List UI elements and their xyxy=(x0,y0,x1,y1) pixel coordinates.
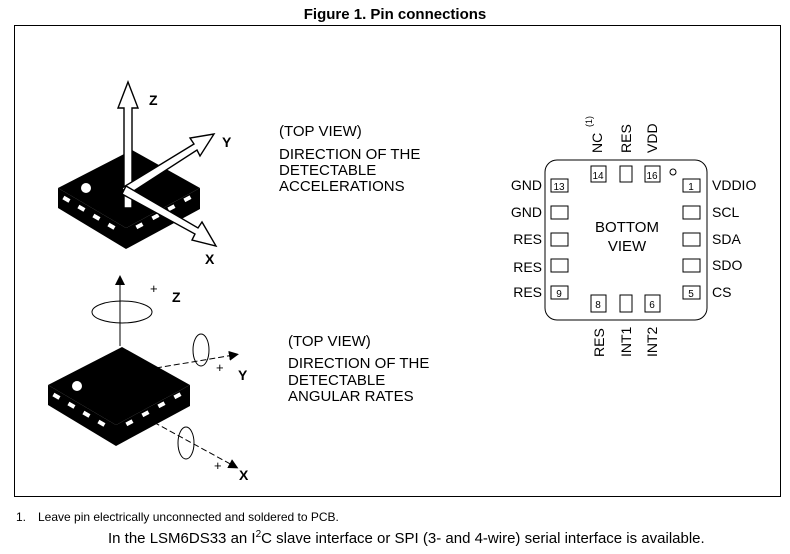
figure-title: Figure 1. Pin connections xyxy=(303,6,487,23)
gyro-y-plus: + xyxy=(216,360,224,375)
pin-label-res-bottom: RES xyxy=(591,328,607,357)
gyro-x-label: X xyxy=(239,467,249,483)
interface-note-end: C slave interface or SPI (3- and 4-wire)… xyxy=(261,530,705,547)
footnote-text: Leave pin electrically unconnected and s… xyxy=(38,510,339,524)
package-center-line2: VIEW xyxy=(608,238,647,255)
pad-9-number: 9 xyxy=(556,289,562,300)
pad-6-number: 6 xyxy=(649,300,655,311)
footnote-number: 1. xyxy=(16,510,27,524)
gyro-z-plus: + xyxy=(150,281,158,296)
pad-8-number: 8 xyxy=(595,300,601,311)
pad-1-number: 1 xyxy=(688,182,694,193)
pin-label-int2: INT2 xyxy=(644,326,660,357)
pin-label-res-9: RES xyxy=(513,284,542,300)
gyro-x-rotation-icon xyxy=(177,426,195,460)
footnote: 1. Leave pin electrically unconnected and… xyxy=(16,510,339,524)
pin1-dot-icon xyxy=(81,183,91,193)
gyro-desc-line3: ANGULAR RATES xyxy=(288,388,414,405)
pin-label-nc-footnote: (1) xyxy=(584,116,594,127)
accel-desc-line2: DETECTABLE xyxy=(279,162,376,179)
gyro-y-rotation-icon xyxy=(192,333,210,367)
pin-label-res-11: RES xyxy=(513,231,542,247)
pin-label-gnd-13: GND xyxy=(511,177,542,193)
accel-y-label: Y xyxy=(222,134,232,150)
pad-1 xyxy=(682,178,701,193)
interface-note: In the LSM6DS33 an I2C slave interface o… xyxy=(108,529,705,548)
pad-6 xyxy=(644,294,661,313)
accel-view-label: (TOP VIEW) xyxy=(279,123,362,140)
accel-desc-line3: ACCELERATIONS xyxy=(279,178,405,195)
pin-label-nc: NC xyxy=(589,133,605,153)
gyro-y-label: Y xyxy=(238,367,248,383)
pad-15 xyxy=(619,165,633,183)
pin-label-vddio: VDDIO xyxy=(712,177,756,193)
pad-11 xyxy=(550,232,569,247)
gyro-view-label: (TOP VIEW) xyxy=(288,333,371,350)
accel-desc-line1: DIRECTION OF THE xyxy=(279,146,420,163)
pin-label-scl: SCL xyxy=(712,204,739,220)
gyro-chip xyxy=(48,347,190,446)
gyro-z-label: Z xyxy=(172,289,181,305)
pad-5-number: 5 xyxy=(688,289,694,300)
pad-16 xyxy=(644,165,661,183)
pad-3 xyxy=(682,232,701,247)
pad-9 xyxy=(550,285,569,300)
package-outline xyxy=(544,159,708,321)
gyro-x-axis-icon xyxy=(145,417,239,469)
gyro-x-plus: + xyxy=(214,458,222,473)
pad-16-number: 16 xyxy=(646,171,658,182)
pad-7 xyxy=(619,294,633,313)
pin-label-sda: SDA xyxy=(712,231,741,247)
pin-label-cs: CS xyxy=(712,284,731,300)
pad-14 xyxy=(590,165,607,183)
pin-label-gnd-12: GND xyxy=(511,204,542,220)
pad-13 xyxy=(550,178,569,193)
gyro-z-rotation-icon xyxy=(91,300,153,324)
figure-frame xyxy=(14,25,781,497)
pad-5 xyxy=(682,285,701,300)
pad-12 xyxy=(550,205,569,220)
pin-connections-diagram: Z Y X (TOP VIEW) DIRECTION OF THE DETECT… xyxy=(48,80,756,483)
pad-4 xyxy=(682,258,701,273)
pin-label-res-top: RES xyxy=(618,124,634,153)
x-axis-arrow-icon xyxy=(121,185,218,248)
accel-x-label: X xyxy=(205,251,215,267)
pad-2 xyxy=(682,205,701,220)
pin-label-res-10: RES xyxy=(513,259,542,275)
interface-note-superscript: 2 xyxy=(255,529,262,540)
interface-note-start: In the LSM6DS33 an I xyxy=(108,530,256,547)
gyro-desc-line2: DETECTABLE xyxy=(288,372,385,389)
accel-z-label: Z xyxy=(149,92,158,108)
pin-label-vdd: VDD xyxy=(644,123,660,153)
pin1-dot-icon xyxy=(72,381,82,391)
pad-14-number: 14 xyxy=(592,171,604,182)
pin-label-sdo: SDO xyxy=(712,257,742,273)
pin1-marker-icon xyxy=(669,168,677,176)
pin-label-int1: INT1 xyxy=(618,326,634,357)
pad-8 xyxy=(590,294,607,313)
pad-13-number: 13 xyxy=(553,182,565,193)
package-center-line1: BOTTOM xyxy=(595,219,659,236)
y-axis-arrow-icon xyxy=(121,133,216,198)
pad-10 xyxy=(550,258,569,273)
gyro-desc-line1: DIRECTION OF THE xyxy=(288,355,429,372)
